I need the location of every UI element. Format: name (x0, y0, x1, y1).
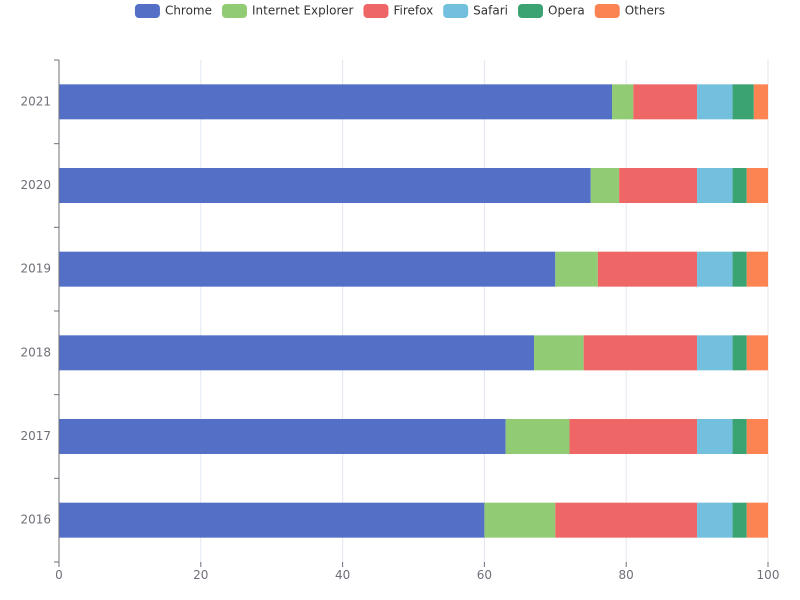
bar-internet-explorer-2021[interactable] (612, 84, 634, 120)
bar-opera-2021[interactable] (732, 84, 754, 120)
bar-opera-2016[interactable] (732, 502, 747, 538)
x-tick-label-0: 0 (55, 568, 63, 582)
legend-item-opera[interactable]: Opera (518, 4, 585, 19)
legend-label-others: Others (625, 4, 665, 18)
legend-item-internet-explorer[interactable]: Internet Explorer (222, 4, 354, 19)
bar-others-2018[interactable] (746, 335, 768, 371)
bars (59, 84, 768, 538)
legend-label-opera: Opera (548, 4, 585, 18)
bar-internet-explorer-2017[interactable] (505, 419, 570, 454)
bar-firefox-2016[interactable] (555, 502, 698, 538)
bar-others-2016[interactable] (746, 502, 768, 538)
legend-label-firefox: Firefox (393, 4, 433, 18)
y-tick-label-2019: 2019 (20, 262, 51, 276)
bar-firefox-2021[interactable] (633, 84, 698, 120)
bar-others-2020[interactable] (746, 168, 768, 203)
bar-others-2017[interactable] (746, 419, 768, 454)
bar-chrome-2018[interactable] (59, 335, 535, 371)
bar-firefox-2017[interactable] (569, 419, 698, 454)
legend-label-internet-explorer: Internet Explorer (252, 4, 353, 18)
legend-item-others[interactable]: Others (594, 4, 665, 19)
legend-label-safari: Safari (473, 4, 508, 18)
x-tick-label-20: 20 (193, 568, 208, 582)
legend-swatch-safari (443, 4, 469, 18)
legend-item-firefox[interactable]: Firefox (363, 4, 433, 19)
bar-chrome-2020[interactable] (59, 168, 591, 203)
bar-chrome-2019[interactable] (59, 251, 556, 287)
bar-opera-2017[interactable] (732, 419, 747, 454)
bar-safari-2017[interactable] (697, 419, 733, 454)
axes: 2016 2017 2018 2019 2020 2021 0 20 40 60 80 100 (20, 59, 780, 582)
legend-swatch-opera (518, 4, 543, 18)
x-tick-label-80: 80 (619, 568, 634, 582)
bar-internet-explorer-2019[interactable] (555, 251, 598, 287)
bar-internet-explorer-2018[interactable] (534, 335, 584, 371)
bar-chrome-2017[interactable] (59, 419, 506, 454)
bar-firefox-2018[interactable] (583, 335, 698, 371)
bar-internet-explorer-2020[interactable] (590, 168, 620, 203)
bar-opera-2020[interactable] (732, 168, 747, 203)
bar-opera-2019[interactable] (732, 251, 747, 287)
legend-swatch-others (594, 4, 620, 18)
bar-others-2021[interactable] (753, 84, 768, 120)
legend-label-chrome: Chrome (165, 4, 212, 18)
legend-item-chrome[interactable]: Chrome (134, 4, 212, 19)
bar-safari-2020[interactable] (697, 168, 733, 203)
y-tick-label-2021: 2021 (20, 94, 51, 108)
legend: Chrome Internet Explorer Firefox Safari Oper… (134, 4, 665, 19)
bar-safari-2018[interactable] (697, 335, 733, 371)
legend-swatch-internet-explorer (222, 4, 248, 18)
bar-internet-explorer-2016[interactable] (484, 502, 556, 538)
y-tick-label-2020: 2020 (20, 178, 51, 192)
y-tick-label-2018: 2018 (20, 345, 51, 359)
bar-safari-2019[interactable] (697, 251, 733, 287)
legend-item-safari[interactable]: Safari (443, 4, 508, 19)
y-tick-label-2017: 2017 (20, 429, 51, 443)
bar-chrome-2021[interactable] (59, 84, 613, 120)
bar-safari-2016[interactable] (697, 502, 733, 538)
bar-opera-2018[interactable] (732, 335, 747, 371)
bar-others-2019[interactable] (746, 251, 768, 287)
bar-firefox-2020[interactable] (619, 168, 698, 203)
legend-swatch-firefox (363, 4, 389, 18)
y-tick-label-2016: 2016 (20, 513, 51, 527)
bar-chrome-2016[interactable] (59, 502, 485, 538)
grid-lines (200, 60, 769, 562)
x-tick-label-40: 40 (335, 568, 350, 582)
bar-firefox-2019[interactable] (597, 251, 698, 287)
x-tick-label-60: 60 (477, 568, 492, 582)
bar-safari-2021[interactable] (697, 84, 733, 120)
x-tick-label-100: 100 (757, 568, 780, 582)
legend-swatch-chrome (134, 4, 160, 18)
